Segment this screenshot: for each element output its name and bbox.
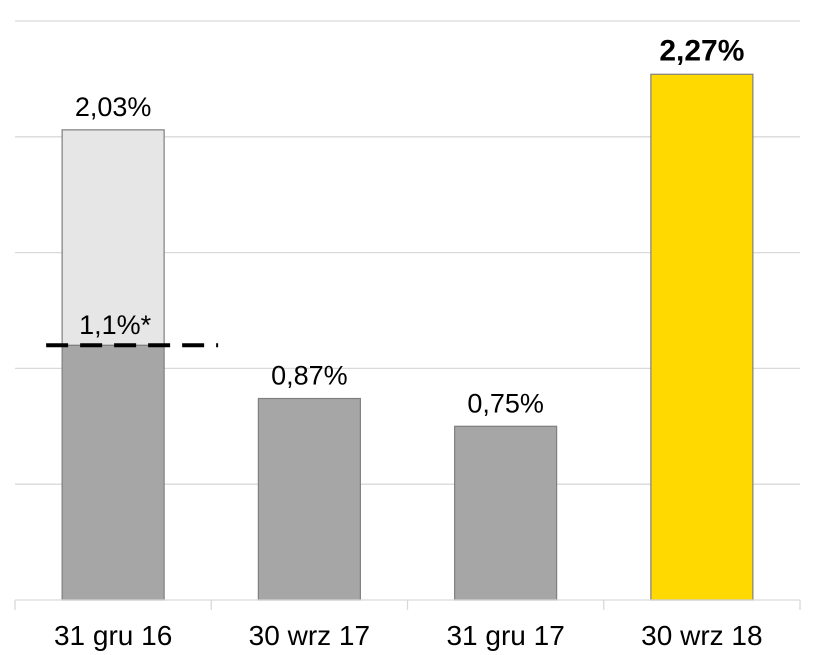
bar-2	[257, 397, 361, 601]
value-label-1: 2,03%	[75, 92, 152, 122]
bars	[61, 73, 754, 601]
reference-line-group: 1,1%*	[46, 310, 219, 348]
bar-4	[650, 73, 754, 601]
reference-line-label: 1,1%*	[79, 310, 152, 340]
x-axis: 31 gru 16 30 wrz 17 31 gru 17 30 wrz 18	[14, 599, 801, 651]
x-tick-label-4: 30 wrz 18	[641, 620, 762, 651]
x-tick-label-1: 31 gru 16	[54, 620, 172, 651]
x-tick-label-3: 31 gru 17	[446, 620, 564, 651]
bar-1	[61, 344, 165, 601]
x-tick-label-2: 30 wrz 17	[249, 620, 370, 651]
bar-3	[454, 425, 558, 601]
bar-1-upper-segment	[61, 129, 165, 346]
value-label-2: 0,87%	[271, 361, 348, 391]
value-labels: 2,03% 0,87% 0,75% 2,27%	[75, 34, 745, 418]
value-label-3: 0,75%	[467, 388, 544, 418]
value-label-4: 2,27%	[659, 34, 744, 67]
